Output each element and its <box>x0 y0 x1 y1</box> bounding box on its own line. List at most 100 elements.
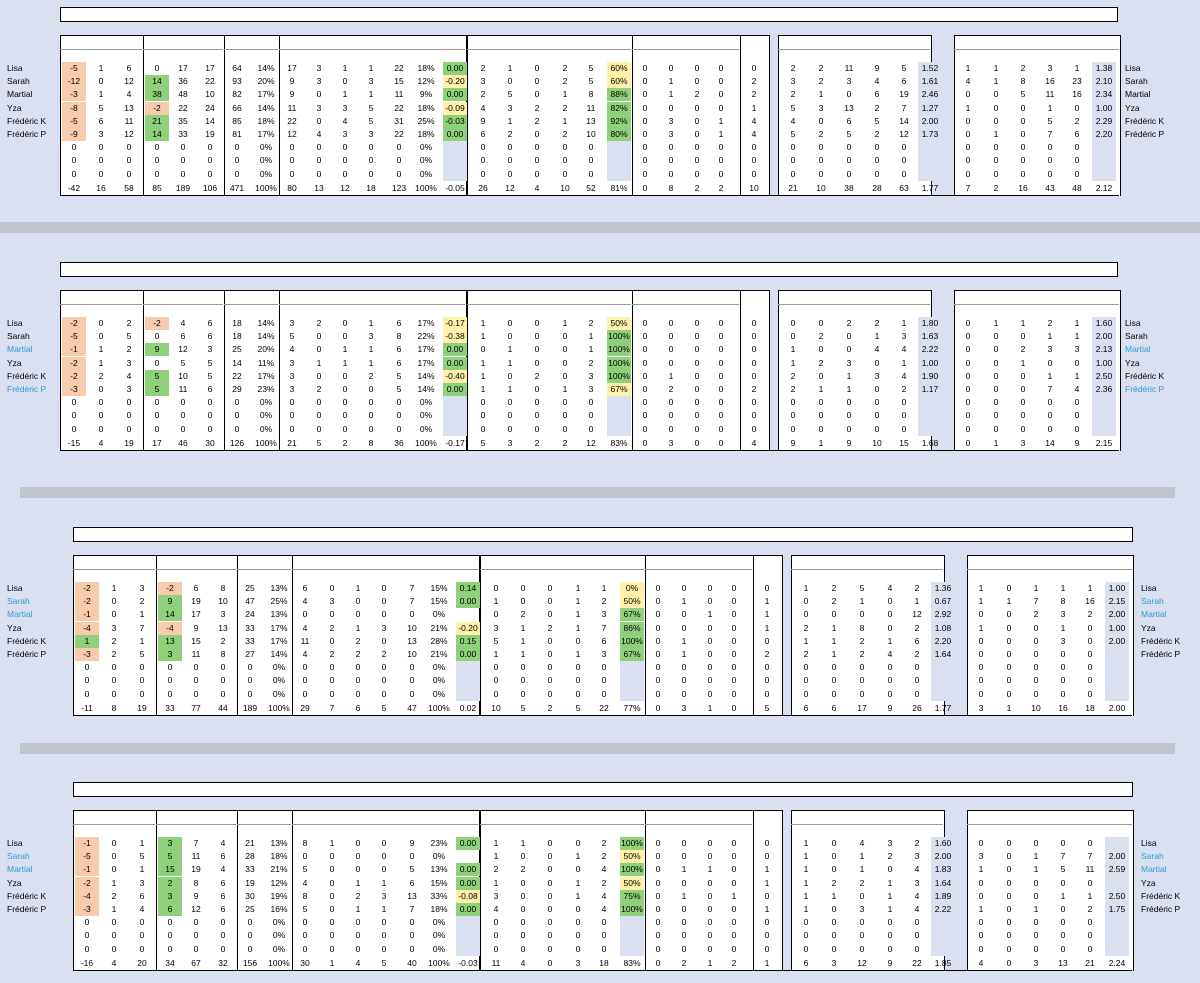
data-cell: -3 <box>83 649 91 659</box>
data-cell: 0 <box>534 76 540 87</box>
data-cell: 0 <box>965 331 971 342</box>
data-cell: 0 <box>655 838 661 848</box>
data-cell: 0 <box>731 877 737 888</box>
data-cell: 0 <box>1020 129 1026 139</box>
highlight-fill <box>158 903 182 916</box>
data-cell <box>916 154 944 167</box>
player-name-right: Martial <box>1125 344 1151 355</box>
total-cell: 100% <box>415 437 437 448</box>
data-cell: 0 <box>668 63 674 73</box>
data-cell: 0 <box>84 662 90 673</box>
highlight-fill <box>443 383 467 396</box>
column-header <box>127 569 157 581</box>
data-cell: 0 <box>342 410 348 421</box>
data-cell: 0 <box>846 89 852 100</box>
data-cell: 3 <box>507 102 513 113</box>
player-name-right: Lisa <box>1141 583 1157 593</box>
data-cell: 0 <box>707 904 713 914</box>
data-cell: 3 <box>368 331 374 342</box>
highlight-fill <box>456 634 480 648</box>
data-cell: 1 <box>764 609 770 620</box>
stats-services-block <box>467 35 633 196</box>
data-cell: 18 <box>232 318 242 328</box>
data-cell: 0 <box>381 675 387 686</box>
data-cell: 4 <box>180 318 186 328</box>
total-cell: 0 <box>965 437 971 448</box>
highlight-fill <box>443 75 467 89</box>
data-cell: 3 <box>493 890 499 901</box>
data-cell: 1 <box>818 89 824 100</box>
stats-blocs-block <box>632 35 741 196</box>
data-cell: 0 <box>668 331 674 342</box>
data-cell: 0 <box>694 142 700 153</box>
data-cell <box>441 396 469 409</box>
data-cell: 3 <box>167 649 173 659</box>
data-cell: 0 <box>316 344 322 355</box>
data-cell: 0 <box>409 675 415 686</box>
data-cell: 0 <box>978 838 984 848</box>
data-cell: 8 <box>859 622 865 633</box>
data-cell: 0 <box>302 609 308 620</box>
group-header <box>279 37 465 49</box>
data-cell: 2 <box>1033 609 1039 620</box>
data-cell: 0 <box>381 688 387 699</box>
player-name-right: Yza <box>1125 357 1140 368</box>
data-cell: 0 <box>655 583 661 593</box>
total-cell: -15 <box>67 437 81 448</box>
data-cell: -4 <box>83 622 91 633</box>
data-cell: 18 <box>232 331 242 342</box>
data-cell: 9% <box>419 89 433 100</box>
data-cell: 0 <box>818 423 824 434</box>
data-cell: 16 <box>1072 89 1082 100</box>
data-cell: 0 <box>111 930 117 941</box>
highlight-fill <box>75 903 99 916</box>
data-cell: 0% <box>432 662 446 673</box>
data-cell: 0 <box>993 155 999 166</box>
data-cell: 0 <box>480 168 486 179</box>
data-cell: 1 <box>1074 318 1080 328</box>
data-cell: 0 <box>139 688 145 699</box>
data-cell: 1 <box>993 129 999 139</box>
data-cell: 2 <box>1047 318 1053 328</box>
data-cell <box>454 608 482 621</box>
data-cell: -0.20 <box>458 622 478 633</box>
data-cell: 2 <box>220 635 226 646</box>
data-cell: 19 <box>191 596 201 607</box>
data-cell: 60% <box>610 63 628 73</box>
player-name: Martial <box>7 89 33 100</box>
stats-sauvetages-block <box>753 555 783 716</box>
data-cell: 0 <box>642 63 648 73</box>
data-cell: 1 <box>368 63 374 73</box>
data-cell: 1 <box>887 877 893 888</box>
data-cell: 2.00 <box>921 115 939 126</box>
data-cell: 0 <box>381 583 387 593</box>
data-cell: 0 <box>167 930 173 941</box>
moy-column-fill <box>931 582 955 701</box>
data-cell: 2 <box>887 851 893 862</box>
data-cell: 0 <box>575 688 581 699</box>
data-cell: 0 <box>520 583 526 593</box>
data-cell: 3 <box>381 890 387 901</box>
total-cell: 9 <box>887 957 893 968</box>
total-cell: 77 <box>191 702 201 713</box>
data-cell: 17 <box>191 609 201 620</box>
player-name-right: Frédéric P <box>1125 384 1165 394</box>
data-cell: 1 <box>803 904 809 914</box>
highlight-fill <box>607 369 631 383</box>
data-cell: 5 <box>1020 89 1026 100</box>
data-cell: 1 <box>507 115 513 126</box>
total-cell: 100% <box>428 702 450 713</box>
data-cell: 0 <box>731 583 737 593</box>
data-cell: 0 <box>601 930 607 941</box>
data-cell <box>454 661 482 674</box>
data-cell: 0 <box>642 384 648 394</box>
data-cell: 0 <box>764 943 770 954</box>
header-divider <box>237 824 291 825</box>
data-cell: 12 <box>124 129 134 139</box>
hit-column-fill <box>620 916 644 956</box>
data-cell: 86% <box>623 622 641 633</box>
highlight-fill <box>456 876 480 890</box>
data-cell: 1.83 <box>934 864 952 875</box>
data-cell: 0 <box>751 423 757 434</box>
data-cell: 1 <box>601 583 607 593</box>
